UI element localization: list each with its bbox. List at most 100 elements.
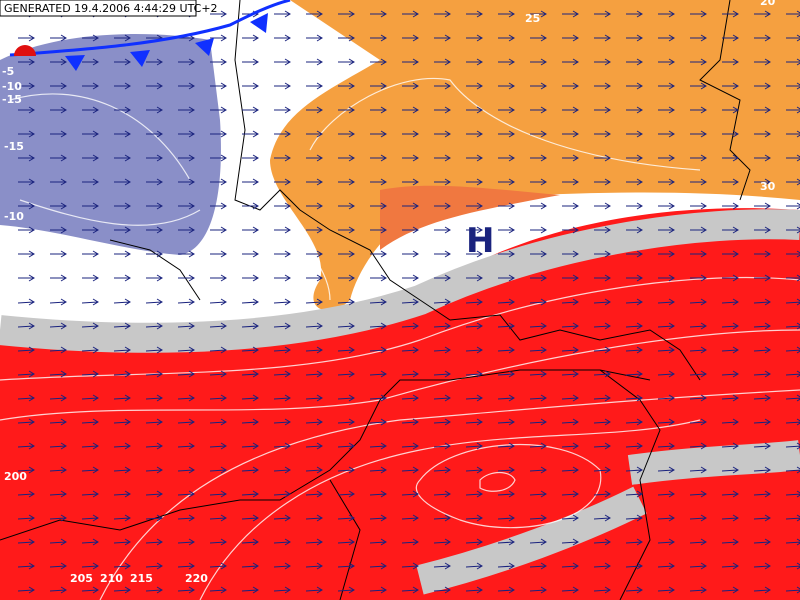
wind-arrow xyxy=(50,34,67,42)
wind-arrow xyxy=(338,130,355,138)
wind-arrow xyxy=(561,538,579,546)
wind-arrow xyxy=(530,202,547,210)
wind-arrow xyxy=(786,82,800,90)
wind-arrow xyxy=(786,226,800,234)
wind-arrow xyxy=(593,490,611,498)
wind-arrow xyxy=(146,274,163,282)
wind-arrow xyxy=(370,250,387,258)
wind-arrow xyxy=(369,370,387,378)
wind-arrow xyxy=(273,514,291,522)
wind-arrow xyxy=(530,250,547,258)
wind-arrow xyxy=(754,154,771,162)
wind-arrow xyxy=(625,370,643,378)
wind-arrow xyxy=(434,82,451,90)
wind-arrow xyxy=(113,490,131,498)
wind-arrow xyxy=(722,34,739,42)
wind-arrow xyxy=(305,418,323,426)
wind-arrow xyxy=(50,106,67,114)
wind-arrow xyxy=(401,442,419,450)
wind-arrow xyxy=(273,490,291,498)
wind-arrow xyxy=(593,562,611,570)
wind-arrow xyxy=(273,586,291,594)
wind-arrow xyxy=(18,250,35,258)
wind-arrow xyxy=(81,298,99,306)
wind-arrow xyxy=(593,298,611,306)
wind-arrow xyxy=(465,394,483,402)
wind-arrow xyxy=(82,106,99,114)
wind-arrow xyxy=(497,346,515,354)
wind-arrow xyxy=(722,250,739,258)
wind-arrow xyxy=(17,538,35,546)
wind-arrow xyxy=(529,490,547,498)
wind-arrow xyxy=(210,10,227,18)
wind-arrow xyxy=(210,274,227,282)
wind-arrow xyxy=(466,178,483,186)
wind-arrow xyxy=(17,442,35,450)
wind-arrow xyxy=(338,226,355,234)
wind-arrow xyxy=(402,10,419,18)
wind-arrow xyxy=(273,538,291,546)
wind-arrow xyxy=(306,34,323,42)
wind-arrow xyxy=(241,514,259,522)
wind-arrow xyxy=(658,58,675,66)
wind-arrow xyxy=(49,418,67,426)
wind-arrow xyxy=(434,202,451,210)
wind-arrow xyxy=(306,82,323,90)
wind-arrow xyxy=(50,178,67,186)
wind-arrow xyxy=(81,370,99,378)
wind-arrow xyxy=(434,250,451,258)
wind-arrow xyxy=(370,274,387,282)
wind-arrow xyxy=(305,514,323,522)
wind-arrow xyxy=(402,178,419,186)
wind-arrow xyxy=(242,82,259,90)
wind-arrow xyxy=(241,298,259,306)
wind-arrow xyxy=(530,274,547,282)
wind-arrow xyxy=(690,154,707,162)
wind-arrow xyxy=(754,82,771,90)
wind-arrow xyxy=(530,82,547,90)
wind-arrow xyxy=(657,418,675,426)
cold-front xyxy=(9,0,291,71)
wind-arrow xyxy=(722,106,739,114)
wind-arrow xyxy=(113,562,131,570)
wind-arrow xyxy=(145,466,163,474)
wind-arrow xyxy=(402,58,419,66)
wind-arrow xyxy=(529,586,547,594)
wind-arrow xyxy=(402,106,419,114)
wind-arrow xyxy=(114,82,131,90)
wind-arrow xyxy=(754,178,771,186)
wind-arrow xyxy=(529,514,547,522)
wind-arrow xyxy=(146,226,163,234)
wind-arrow xyxy=(593,514,611,522)
wind-arrow xyxy=(530,178,547,186)
wind-arrow xyxy=(754,250,771,258)
wind-arrow xyxy=(466,154,483,162)
wind-arrow xyxy=(402,130,419,138)
wind-arrow xyxy=(273,322,291,330)
wind-arrow xyxy=(369,298,387,306)
wind-arrow xyxy=(49,586,67,594)
wind-arrow xyxy=(465,298,483,306)
wind-arrow xyxy=(561,586,579,594)
wind-arrow xyxy=(209,490,227,498)
wind-arrow xyxy=(306,274,323,282)
wind-arrow xyxy=(529,418,547,426)
wind-arrow xyxy=(401,418,419,426)
wind-arrow xyxy=(753,490,771,498)
wind-arrow xyxy=(113,394,131,402)
wind-arrow xyxy=(209,442,227,450)
contour-label: 215 xyxy=(130,572,153,585)
wind-arrow xyxy=(498,130,515,138)
wind-arrow xyxy=(625,298,643,306)
wind-arrow xyxy=(305,442,323,450)
wind-arrow xyxy=(434,274,451,282)
wind-arrow xyxy=(434,10,451,18)
wind-arrow xyxy=(562,274,579,282)
wind-arrow xyxy=(562,58,579,66)
wind-arrow xyxy=(722,10,739,18)
wind-arrow xyxy=(17,586,35,594)
wind-arrow xyxy=(50,250,67,258)
wind-arrow xyxy=(626,274,643,282)
wind-arrow xyxy=(305,394,323,402)
wind-arrow xyxy=(50,226,67,234)
